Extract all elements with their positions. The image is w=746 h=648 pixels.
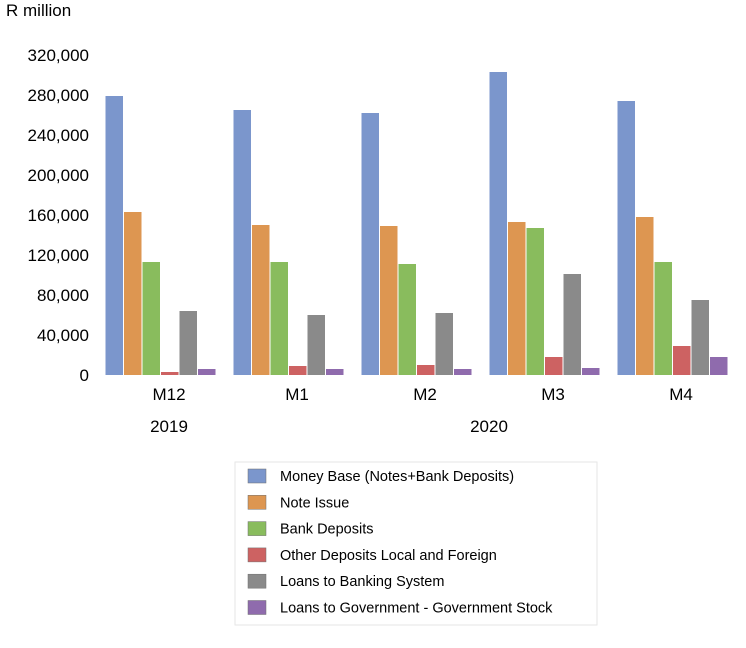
bar <box>691 300 709 375</box>
bar <box>252 225 270 375</box>
x-tick-label: M4 <box>669 385 693 404</box>
y-axis-ticks: 0 40,000 80,000 120,000 160,000 200,000 240,00… <box>28 46 89 385</box>
y-tick-label: 160,000 <box>28 206 89 225</box>
x-tick-label: M2 <box>413 385 437 404</box>
bar <box>654 262 672 375</box>
legend-label: Note Issue <box>280 495 349 511</box>
bar <box>710 357 728 375</box>
bar <box>124 212 142 375</box>
legend-label: Loans to Banking System <box>280 574 444 590</box>
y-tick-label: 240,000 <box>28 126 89 145</box>
legend-label: Bank Deposits <box>280 522 374 538</box>
y-tick-label: 40,000 <box>37 326 89 345</box>
bar <box>526 228 544 375</box>
bar <box>508 222 526 375</box>
y-tick-label: 280,000 <box>28 86 89 105</box>
y-axis-label: R million <box>6 1 71 20</box>
y-tick-label: 200,000 <box>28 166 89 185</box>
bar <box>380 226 398 375</box>
bar <box>454 369 472 375</box>
bar <box>161 372 179 375</box>
y-tick-label: 120,000 <box>28 246 89 265</box>
legend-swatch <box>247 600 267 615</box>
bar <box>270 262 288 375</box>
y-tick-label: 320,000 <box>28 46 89 65</box>
bar <box>398 264 416 375</box>
x-axis-ticks: M12 M1 M2 M3 M4 <box>152 385 692 404</box>
bar <box>636 217 654 375</box>
bar <box>417 365 435 375</box>
bar <box>326 369 344 375</box>
bar <box>233 110 251 375</box>
legend-box <box>234 461 598 626</box>
y-tick-label: 0 <box>80 366 89 385</box>
x-tick-label: M3 <box>541 385 565 404</box>
bar <box>563 274 581 375</box>
bar <box>105 96 123 375</box>
legend-swatch <box>247 468 267 484</box>
bar <box>545 357 563 375</box>
bar <box>617 101 635 375</box>
bar <box>361 113 379 375</box>
bar <box>582 368 600 375</box>
bar <box>307 315 325 375</box>
legend-swatch <box>247 521 267 536</box>
year-label: 2020 <box>470 417 508 436</box>
bars <box>105 72 728 375</box>
y-tick-label: 80,000 <box>37 286 89 305</box>
bar <box>435 313 453 375</box>
legend-swatch <box>247 573 267 589</box>
bar <box>142 262 160 375</box>
legend-label: Money Base (Notes+Bank Deposits) <box>280 469 514 485</box>
bar <box>198 369 216 375</box>
legend-label: Other Deposits Local and Foreign <box>280 548 497 564</box>
year-labels: 2019 2020 <box>150 417 508 436</box>
bar <box>489 72 507 375</box>
legend-label: Loans to Government - Government Stock <box>280 601 553 617</box>
legend-swatch <box>247 495 267 510</box>
bar <box>179 311 197 375</box>
x-tick-label: M1 <box>285 385 309 404</box>
year-label: 2019 <box>150 417 188 436</box>
legend-swatch <box>247 547 267 563</box>
legend: Money Base (Notes+Bank Deposits) Note Iss… <box>234 461 598 626</box>
x-tick-label: M12 <box>152 385 185 404</box>
bar <box>289 366 307 375</box>
bar <box>673 346 691 375</box>
